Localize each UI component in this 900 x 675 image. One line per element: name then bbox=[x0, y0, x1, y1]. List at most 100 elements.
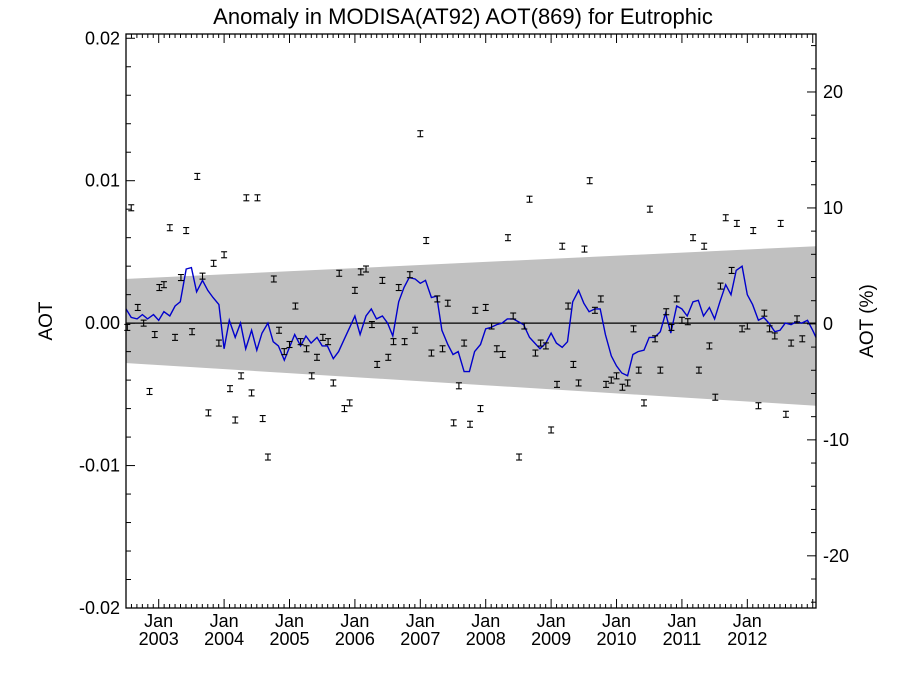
data-point bbox=[325, 338, 332, 346]
data-point bbox=[450, 419, 457, 427]
data-point bbox=[722, 214, 729, 222]
x-tick-year-label: 2003 bbox=[139, 629, 179, 649]
data-point bbox=[608, 376, 615, 384]
x-tick-month-label: Jan bbox=[733, 611, 762, 631]
x-tick-year-label: 2006 bbox=[335, 629, 375, 649]
data-point bbox=[128, 204, 135, 212]
data-point bbox=[308, 372, 315, 380]
y2-tick-label: 10 bbox=[823, 198, 843, 218]
data-point bbox=[444, 299, 451, 307]
data-point bbox=[210, 259, 217, 267]
data-point bbox=[472, 306, 479, 314]
data-point bbox=[313, 353, 320, 361]
x-tick-year-label: 2008 bbox=[466, 629, 506, 649]
plot-area: 0.020.010.00-0.01-0.0220100-10-20Jan2003… bbox=[79, 28, 849, 649]
data-point bbox=[336, 269, 343, 277]
data-point bbox=[140, 319, 147, 327]
data-point bbox=[248, 389, 255, 397]
data-point bbox=[744, 322, 751, 330]
data-point bbox=[701, 242, 708, 250]
data-point bbox=[351, 286, 358, 294]
data-point bbox=[690, 234, 697, 242]
data-point bbox=[238, 372, 245, 380]
data-point bbox=[341, 405, 348, 413]
data-point bbox=[706, 342, 713, 350]
y2-tick-label: -20 bbox=[823, 546, 849, 566]
data-point bbox=[303, 345, 310, 353]
data-point bbox=[581, 245, 588, 253]
data-point bbox=[559, 242, 566, 250]
data-point bbox=[788, 339, 795, 347]
data-point bbox=[794, 315, 801, 323]
data-point bbox=[799, 335, 806, 343]
data-point bbox=[194, 172, 201, 180]
data-point bbox=[771, 332, 778, 340]
data-point bbox=[717, 282, 724, 290]
data-point bbox=[215, 339, 222, 347]
data-point bbox=[368, 321, 375, 329]
data-point bbox=[499, 350, 506, 359]
data-point bbox=[439, 345, 446, 353]
data-point bbox=[385, 353, 392, 361]
x-tick-month-label: Jan bbox=[406, 611, 435, 631]
data-point bbox=[406, 271, 413, 279]
data-point bbox=[166, 224, 173, 232]
data-point bbox=[504, 234, 511, 242]
x-tick-year-label: 2009 bbox=[531, 629, 571, 649]
data-point bbox=[586, 177, 593, 185]
x-tick-year-label: 2011 bbox=[663, 629, 702, 649]
data-point bbox=[281, 348, 288, 356]
data-point bbox=[570, 360, 577, 368]
x-tick-month-label: Jan bbox=[144, 611, 173, 631]
data-point bbox=[554, 380, 561, 388]
y2-axis-label: AOT (%) bbox=[857, 284, 878, 358]
data-point bbox=[177, 274, 184, 282]
data-point bbox=[319, 333, 326, 341]
data-point bbox=[750, 227, 757, 235]
data-point bbox=[777, 219, 784, 227]
x-tick-month-label: Jan bbox=[602, 611, 631, 631]
data-point bbox=[199, 272, 206, 280]
data-point bbox=[172, 333, 179, 341]
y2-tick-label: 0 bbox=[823, 314, 833, 334]
data-point bbox=[695, 366, 702, 374]
x-tick-month-label: Jan bbox=[667, 611, 696, 631]
data-point bbox=[467, 420, 474, 428]
y2-tick-label: 20 bbox=[823, 82, 843, 102]
data-point bbox=[482, 303, 489, 312]
data-point bbox=[575, 379, 582, 387]
data-point bbox=[624, 379, 631, 387]
data-point bbox=[264, 453, 271, 461]
data-point bbox=[761, 309, 768, 317]
data-point bbox=[374, 360, 381, 368]
y-tick-label: -0.02 bbox=[79, 598, 120, 618]
plot-frame bbox=[125, 33, 817, 609]
data-point bbox=[346, 399, 353, 407]
data-point bbox=[488, 322, 495, 330]
data-point bbox=[652, 335, 659, 343]
data-point bbox=[412, 326, 419, 334]
x-tick-month-label: Jan bbox=[537, 611, 566, 631]
x-tick-month-label: Jan bbox=[340, 611, 369, 631]
data-point bbox=[434, 295, 441, 303]
data-point bbox=[259, 415, 266, 423]
data-point bbox=[657, 366, 664, 374]
data-point bbox=[455, 382, 462, 390]
data-point bbox=[678, 316, 685, 324]
data-point bbox=[134, 303, 141, 312]
series-line bbox=[125, 264, 817, 377]
x-tick-month-label: Jan bbox=[210, 611, 239, 631]
data-point bbox=[401, 338, 408, 346]
data-point bbox=[510, 312, 517, 320]
data-point bbox=[526, 195, 533, 203]
data-point bbox=[739, 325, 746, 333]
data-point bbox=[390, 338, 397, 346]
data-point bbox=[766, 325, 773, 333]
data-point bbox=[635, 366, 642, 374]
data-point bbox=[205, 409, 212, 417]
data-point bbox=[221, 251, 228, 259]
data-point bbox=[663, 308, 670, 316]
data-point bbox=[537, 339, 544, 347]
x-tick-year-label: 2004 bbox=[204, 629, 244, 649]
